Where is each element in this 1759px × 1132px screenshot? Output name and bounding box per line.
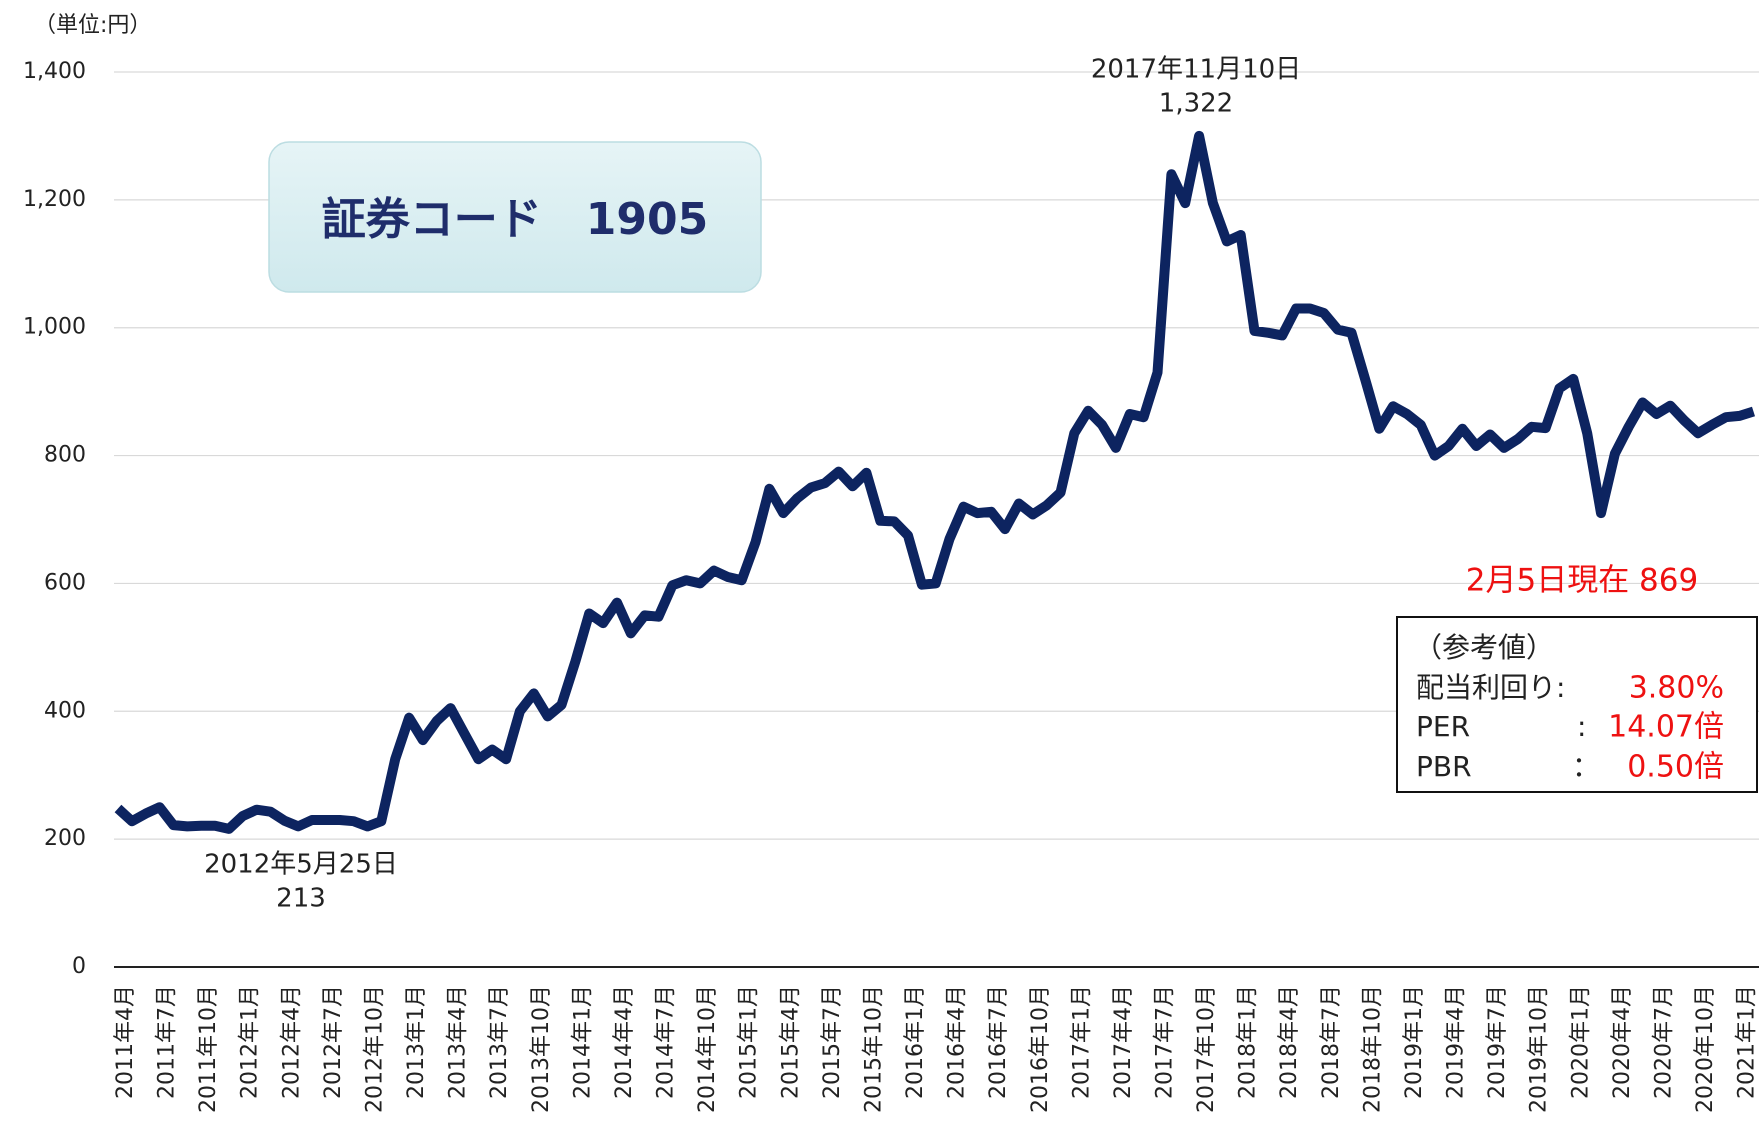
x-tick-label: 2011年7月 xyxy=(155,985,180,1099)
x-tick-label: 2018年4月 xyxy=(1277,985,1302,1099)
reference-label: 配当利回り: xyxy=(1416,671,1565,704)
x-tick-label: 2019年1月 xyxy=(1402,985,1427,1099)
reference-sep: ： xyxy=(1572,750,1600,783)
y-tick-label: 600 xyxy=(44,570,86,595)
x-tick-label: 2013年7月 xyxy=(487,985,512,1099)
x-tick-label: 2011年10月 xyxy=(196,985,221,1113)
unit-label: （単位:円） xyxy=(34,13,151,38)
x-tick-label: 2011年4月 xyxy=(113,985,138,1099)
x-tick-label: 2013年1月 xyxy=(404,985,429,1099)
reference-label: PBR xyxy=(1416,750,1472,783)
x-tick-label: 2013年10月 xyxy=(529,985,554,1113)
reference-sep: : xyxy=(1577,710,1586,743)
x-tick-label: 2012年10月 xyxy=(362,985,387,1113)
x-tick-label: 2012年7月 xyxy=(321,985,346,1099)
y-tick-label: 1,200 xyxy=(23,187,86,212)
reference-label: PER xyxy=(1416,710,1470,743)
x-tick-label: 2016年4月 xyxy=(945,985,970,1099)
annotation: 2012年5月25日 xyxy=(204,850,398,880)
x-tick-label: 2020年7月 xyxy=(1651,985,1676,1099)
annotation-value: 1,322 xyxy=(1159,89,1233,119)
current-price: 2月5日現在 869 xyxy=(1466,563,1698,599)
reference-value: 0.50倍 xyxy=(1627,750,1724,785)
badge: 証券コード 1905 xyxy=(322,194,708,245)
x-tick-label: 2016年10月 xyxy=(1028,985,1053,1113)
x-tick-label: 2020年1月 xyxy=(1568,985,1593,1099)
reference-value: 3.80% xyxy=(1629,671,1724,706)
x-tick-label: 2018年10月 xyxy=(1360,985,1385,1113)
x-tick-label: 2014年1月 xyxy=(570,985,595,1099)
x-tick-label: 2012年4月 xyxy=(279,985,304,1099)
x-tick-label: 2021年1月 xyxy=(1735,985,1759,1099)
reference-title: （参考値） xyxy=(1414,631,1554,664)
x-tick-label: 2018年7月 xyxy=(1319,985,1344,1099)
price-line xyxy=(114,130,1756,834)
x-tick-label: 2015年7月 xyxy=(820,985,845,1099)
x-tick-label: 2013年4月 xyxy=(446,985,471,1099)
x-tick-label: 2017年10月 xyxy=(1194,985,1219,1113)
x-tick-label: 2014年4月 xyxy=(612,985,637,1099)
y-tick-label: 1,400 xyxy=(23,59,86,84)
y-tick-label: 400 xyxy=(44,698,86,723)
x-tick-label: 2019年4月 xyxy=(1444,985,1469,1099)
y-tick-label: 800 xyxy=(44,443,86,468)
x-tick-label: 2012年1月 xyxy=(238,985,263,1099)
x-tick-label: 2019年10月 xyxy=(1527,985,1552,1113)
y-tick-label: 1,000 xyxy=(23,315,86,340)
x-tick-label: 2014年10月 xyxy=(695,985,720,1113)
y-tick-label: 200 xyxy=(44,826,86,851)
x-tick-label: 2020年10月 xyxy=(1693,985,1718,1113)
x-tick-label: 2015年1月 xyxy=(737,985,762,1099)
x-tick-label: 2019年7月 xyxy=(1485,985,1510,1099)
reference-box xyxy=(1396,616,1758,793)
plot-area: 0 200 400 600 800 1,000 1,200 1,400 2011年4月 2011年… xyxy=(23,59,1759,1113)
x-tick-label: 2017年1月 xyxy=(1069,985,1094,1099)
x-tick-label: 2017年4月 xyxy=(1111,985,1136,1099)
x-tick-label: 2018年1月 xyxy=(1236,985,1261,1099)
x-tick-label: 2015年10月 xyxy=(861,985,886,1113)
annotation: 2017年11月10日 xyxy=(1091,55,1301,85)
x-tick-label: 2016年7月 xyxy=(986,985,1011,1099)
x-tick-label: 2017年7月 xyxy=(1153,985,1178,1099)
badge-box xyxy=(268,141,762,293)
y-tick-label: 0 xyxy=(72,954,86,979)
reference-value: 14.07倍 xyxy=(1608,710,1724,745)
annotation-value: 213 xyxy=(276,884,326,914)
x-tick-label: 2016年1月 xyxy=(903,985,928,1099)
x-tick-label: 2014年7月 xyxy=(654,985,679,1099)
x-tick-label: 2020年4月 xyxy=(1610,985,1635,1099)
x-tick-label: 2015年4月 xyxy=(778,985,803,1099)
